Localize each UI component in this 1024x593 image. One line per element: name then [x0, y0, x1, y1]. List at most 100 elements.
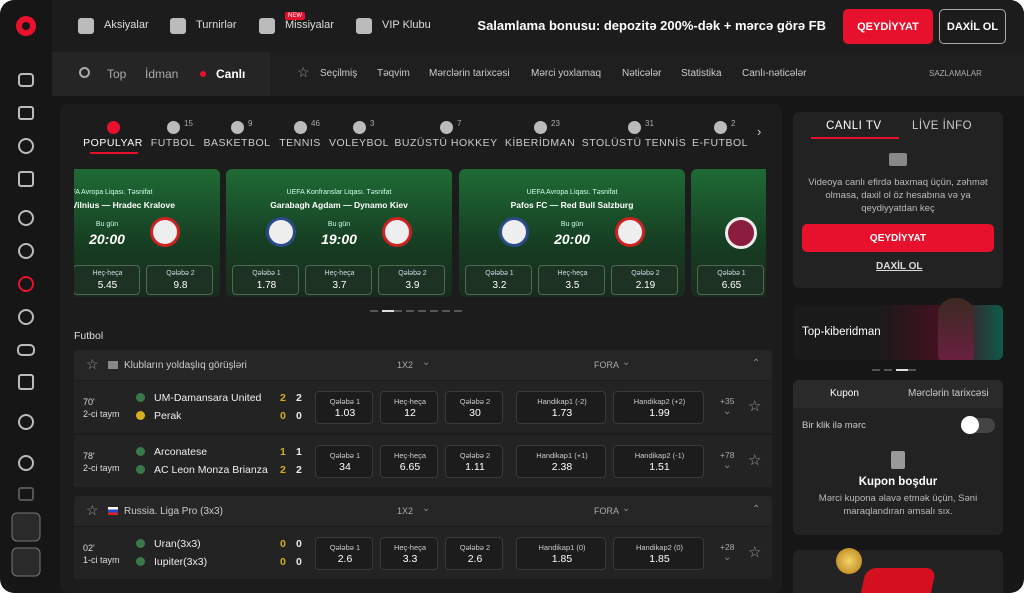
- odds-button[interactable]: Qələbə 1 2.6: [315, 537, 373, 570]
- odds-button[interactable]: Handikap1 (+1) 2.38: [516, 445, 606, 478]
- tv-underline: [811, 137, 899, 139]
- match-time: 78': [83, 451, 95, 461]
- odds-button[interactable]: Qələbə 1 3.2: [465, 265, 532, 295]
- odds-label: Qələbə 2: [459, 397, 491, 406]
- tv-tab[interactable]: CANLI TV: [826, 120, 882, 132]
- team-name: Uran(3x3): [154, 538, 201, 550]
- odds-label: Handikap1 (+1): [536, 451, 588, 460]
- sport-tab[interactable]: FUTBOL: [150, 137, 196, 149]
- team-name: Iupiter(3x3): [154, 556, 208, 568]
- nav-icon: [78, 18, 94, 34]
- toggle-knob: [961, 416, 979, 434]
- odds-button[interactable]: Qələbə 2 3.9: [378, 265, 445, 295]
- sport-tab[interactable]: KİBERİDMAN: [504, 137, 576, 149]
- odds-button[interactable]: Handikap2 (-1) 1.51: [613, 445, 704, 478]
- nav-item[interactable]: Aksiyalar: [104, 19, 149, 31]
- carousel-dot: [442, 310, 450, 312]
- sport-icon: [231, 121, 244, 134]
- coupon-tab[interactable]: Mərclərin tarixcəsi: [908, 388, 989, 399]
- odds-label: Qələbə 2: [459, 451, 491, 460]
- nav-item[interactable]: Missiyalar: [285, 19, 334, 31]
- odds-value: 1.03: [334, 407, 356, 419]
- sport-tab[interactable]: VOLEYBOL: [328, 137, 390, 149]
- odds-button[interactable]: Qələbə 2 2.6: [445, 537, 503, 570]
- team-icon: [136, 557, 145, 566]
- odds-button[interactable]: Heç-heça 3.7: [305, 265, 372, 295]
- odds-button[interactable]: Handikap2 (0) 1.85: [613, 537, 704, 570]
- subnav-item[interactable]: Mərclərin tarixcəsi: [429, 68, 510, 79]
- team-name: Arconatese: [154, 446, 208, 458]
- odds-button[interactable]: Qələbə 2 2.19: [611, 265, 678, 295]
- odds-button[interactable]: Heç-heça 3.3: [380, 537, 438, 570]
- match-time: 70': [83, 397, 95, 407]
- score: 0: [280, 556, 286, 568]
- register-button[interactable]: QEYDİYYAT: [843, 9, 933, 44]
- tv-login[interactable]: DAXİL OL: [876, 261, 923, 272]
- sport-tab[interactable]: BUZÜSTÜ HOKKEY: [394, 137, 498, 149]
- sport-count: 7: [457, 119, 462, 128]
- score: 2: [296, 464, 302, 476]
- card-teams: Žalgiris Vilnius — Hradec Kralove: [74, 200, 175, 210]
- sport-tab[interactable]: TENNIS: [279, 137, 321, 149]
- chevron: ⌄: [622, 357, 631, 368]
- odds-button[interactable]: Qələbə 1 6.65: [697, 265, 764, 295]
- odds-label: Handikap2 (+2): [633, 397, 686, 406]
- odds-button[interactable]: Qələbə 2 9.8: [146, 265, 213, 295]
- odds-button[interactable]: Qələbə 2 1.11: [445, 445, 503, 478]
- odds-label: Heç-heça: [393, 451, 427, 460]
- subnav-item[interactable]: Təqvim: [377, 68, 410, 79]
- odds-button[interactable]: Heç-heça 12: [380, 391, 438, 424]
- team-logo: [382, 217, 412, 247]
- odds-button[interactable]: Heç-heça 5.45: [74, 265, 140, 295]
- subnav-tab[interactable]: İdman: [145, 67, 179, 81]
- login-button[interactable]: DAXİL OL: [939, 9, 1006, 44]
- odds-button[interactable]: Qələbə 1 1.03: [315, 391, 373, 424]
- settings[interactable]: SAZLAMALAR: [929, 69, 982, 78]
- tv-register[interactable]: QEYDİYYAT: [802, 224, 994, 252]
- nav-badge: NEW: [285, 12, 305, 20]
- more-markets[interactable]: +78: [720, 450, 735, 460]
- more-markets[interactable]: +35: [720, 396, 735, 406]
- more-markets[interactable]: +28: [720, 542, 735, 552]
- star-icon: ☆: [748, 544, 762, 561]
- subnav-item[interactable]: Nəticələr: [622, 68, 662, 79]
- carousel-dot: [382, 310, 398, 312]
- card-time: 20:00: [89, 231, 125, 247]
- odds-button[interactable]: Handikap2 (+2) 1.99: [613, 391, 704, 424]
- subnav-tab[interactable]: Canlı: [216, 67, 246, 81]
- nav-item[interactable]: VIP Klubu: [382, 19, 431, 31]
- subnav-tab[interactable]: Top: [107, 67, 127, 81]
- sport-tab[interactable]: STOLÜSTÜ TENNİS: [581, 137, 687, 149]
- subnav-item[interactable]: Seçilmiş: [320, 68, 358, 79]
- coupon-tab[interactable]: Kupon: [830, 388, 859, 399]
- odds-label: Qələbə 1: [329, 543, 361, 552]
- carousel-dot: [430, 310, 438, 312]
- sport-tab[interactable]: POPULYAR: [83, 137, 143, 149]
- sport-tab[interactable]: BASKETBOL: [203, 137, 271, 149]
- subnav-item[interactable]: Canlı-nəticələr: [742, 68, 807, 79]
- odds-button[interactable]: Handikap1 (0) 1.85: [516, 537, 606, 570]
- subnav-item[interactable]: Mərci yoxlamaq: [531, 68, 602, 79]
- nav-item[interactable]: Turnirlər: [196, 19, 237, 31]
- chevron: ⌃: [752, 358, 761, 369]
- sport-tab[interactable]: E-FUTBOL: [692, 137, 748, 149]
- odds-button[interactable]: Heç-heça 3.5: [538, 265, 605, 295]
- score: 0: [296, 556, 302, 568]
- odds-button[interactable]: Qələbə 2 30: [445, 391, 503, 424]
- match-card[interactable]: UEFA Heart Qələbə 1 6.65: [691, 169, 766, 297]
- team-name: Perak: [154, 410, 182, 422]
- match-card[interactable]: UEFA Avropa Liqası. Təsnifat Žalgiris Vil…: [74, 169, 220, 297]
- odds-button[interactable]: Qələbə 1 1.78: [232, 265, 299, 295]
- odds-button[interactable]: Handikap1 (-2) 1.73: [516, 391, 606, 424]
- odds-button[interactable]: Qələbə 1 34: [315, 445, 373, 478]
- match-card[interactable]: UEFA Avropa Liqası. Təsnifat Pafos FC — R…: [459, 169, 685, 297]
- odds-label: Qələbə 1: [485, 270, 514, 277]
- chevron: ⌄: [723, 460, 732, 471]
- odds-label: Qələbə 1: [252, 270, 281, 277]
- match-card[interactable]: UEFA Konfranslar Liqası. Təsnifat Garabag…: [226, 169, 452, 297]
- tv-tab[interactable]: LİVE İNFO: [912, 120, 973, 132]
- odds-button[interactable]: Heç-heça 6.65: [380, 445, 438, 478]
- match-period: 1-ci taym: [83, 555, 120, 565]
- subnav-item[interactable]: Statistika: [681, 68, 722, 79]
